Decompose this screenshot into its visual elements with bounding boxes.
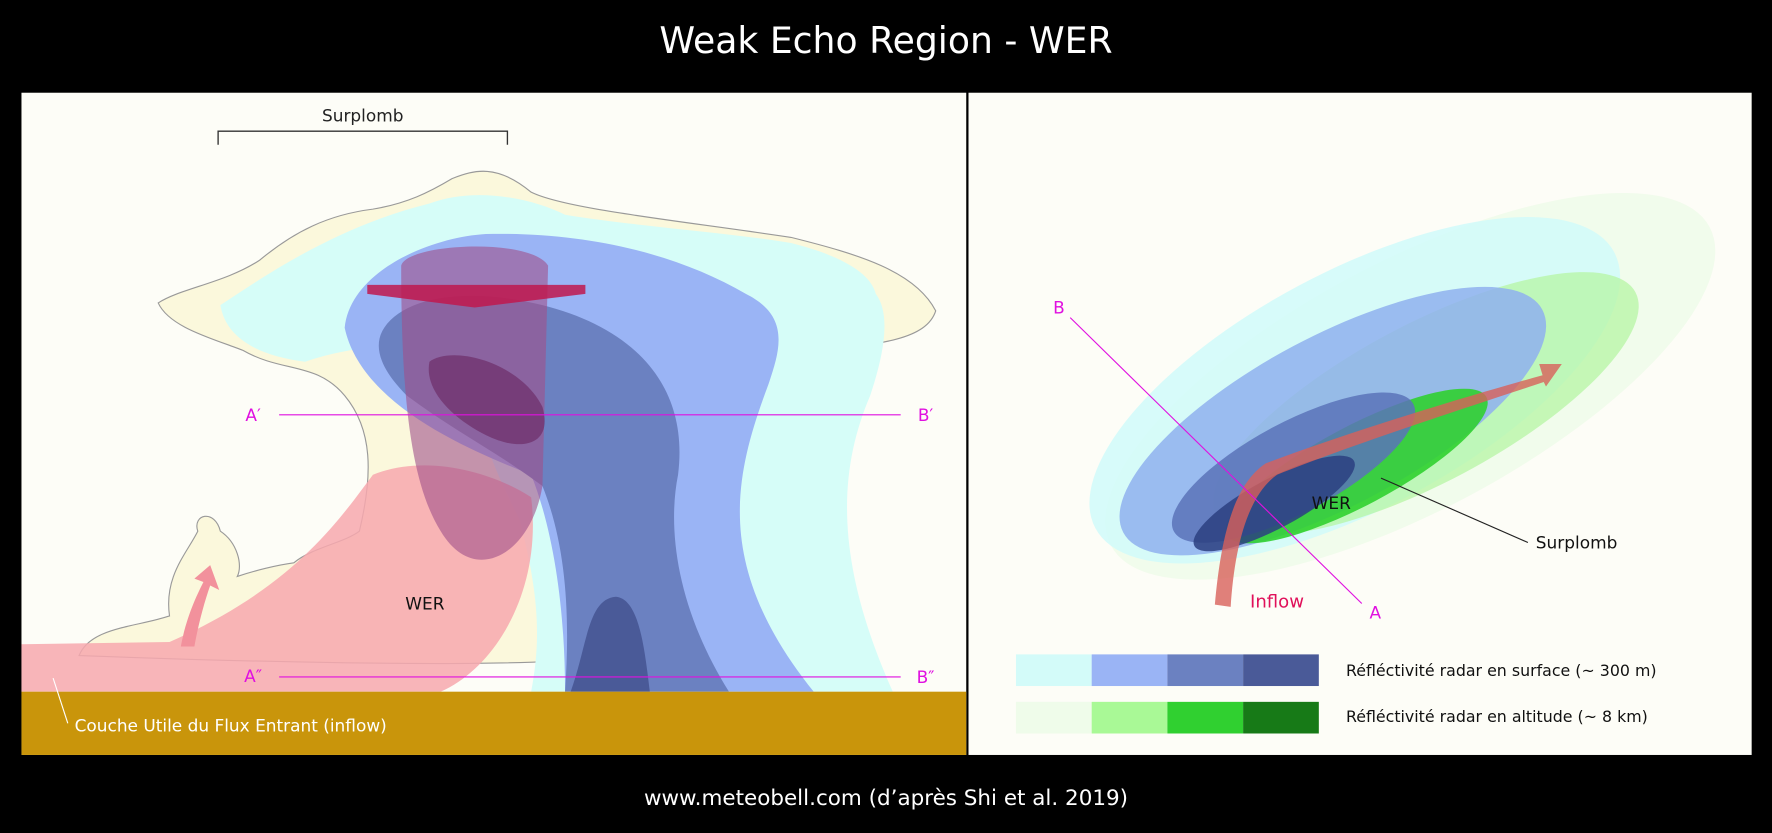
updraft-core xyxy=(428,355,545,445)
inflow-label: Inflow xyxy=(1250,591,1304,612)
legend-swatch xyxy=(1167,701,1244,734)
legend-label: Réfléctivité radar en surface (~ 300 m) xyxy=(1346,661,1657,680)
legend-swatch xyxy=(1015,701,1092,734)
leader-line xyxy=(1380,477,1529,544)
section-label: A″ xyxy=(244,666,262,686)
section-line xyxy=(1069,317,1363,604)
inflow-layer-label: Couche Utile du Flux Entrant (inflow) xyxy=(75,716,387,736)
legend-swatch xyxy=(1243,654,1319,687)
overhang-bracket xyxy=(217,130,509,145)
legend-swatch xyxy=(1243,701,1319,734)
overhang-label: Surplomb xyxy=(1536,533,1618,553)
section-label: A xyxy=(1370,603,1382,623)
overhang-label: Surplomb xyxy=(322,105,404,125)
title: Weak Echo Region - WER xyxy=(659,19,1112,62)
overhang-plate xyxy=(367,284,586,308)
legend-swatch xyxy=(1167,654,1244,687)
wer-label: WER xyxy=(1312,493,1351,513)
inflow-arrow xyxy=(180,565,220,647)
footer: www.meteobell.com (d’après Shi et al. 20… xyxy=(644,786,1128,811)
section-label: B xyxy=(1053,298,1065,318)
right-panel: B A WER Surplomb Inflow Réfléctivité rad… xyxy=(968,92,1752,755)
ground xyxy=(21,691,967,755)
legend-swatch xyxy=(1015,654,1092,687)
section-label: A′ xyxy=(245,405,261,425)
legend-swatch xyxy=(1091,654,1168,687)
section-label: B″ xyxy=(917,667,935,687)
inflow-area xyxy=(21,465,533,692)
section-label: B′ xyxy=(918,405,934,425)
left-panel: Surplomb A′ B′ A″ B″ WER Couche Utile du… xyxy=(21,92,967,755)
legend-label: Réfléctivité radar en altitude (~ 8 km) xyxy=(1346,707,1648,726)
wer-label: WER xyxy=(405,594,444,614)
leader-line xyxy=(52,677,69,724)
echo-core xyxy=(570,596,650,692)
legend-swatch xyxy=(1091,701,1168,734)
